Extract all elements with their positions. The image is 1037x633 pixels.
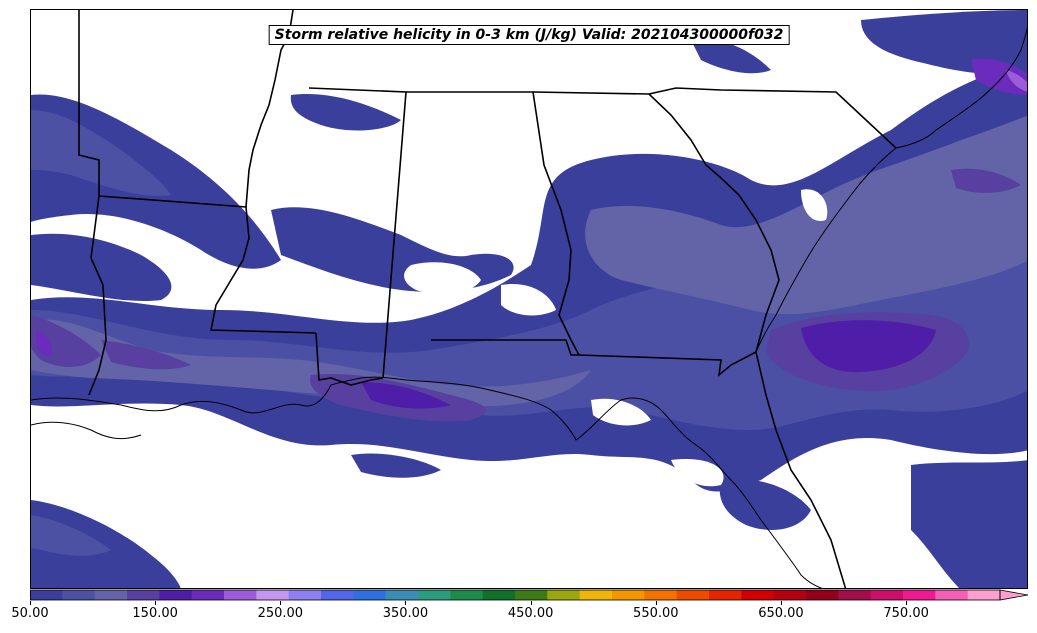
colorbar-segment [773, 590, 807, 600]
colorbar-segment [224, 590, 257, 600]
colorbar-segment [30, 590, 63, 600]
colorbar-tick-mark [30, 601, 31, 605]
colorbar-tick-label: 150.00 [132, 606, 178, 621]
colorbar-tick-label: 650.00 [758, 606, 804, 621]
colorbar-segment [935, 590, 969, 600]
colorbar-segment [515, 590, 548, 600]
colorbar-segment [450, 590, 484, 600]
colorbar-tick-mark [655, 601, 657, 605]
colorbar-segment [288, 590, 322, 600]
colorbar-tick-mark [405, 601, 407, 605]
colorbar-segment [612, 590, 645, 600]
colorbar-segment [741, 590, 775, 600]
colorbar-segment [644, 590, 678, 600]
colorbar-tick-label: 250.00 [257, 606, 304, 621]
colorbar-segment [418, 590, 451, 600]
colorbar-segment [547, 590, 581, 600]
colorbar-segment [967, 590, 1001, 600]
colorbar-tick-mark [155, 601, 157, 605]
colorbar-segment [62, 590, 96, 600]
colorbar-tick-mark [906, 601, 908, 605]
colorbar-segment [838, 590, 872, 600]
colorbar-segment [127, 590, 160, 600]
colorbar-tick-label: 50.00 [11, 606, 49, 621]
colorbar-tick-mark [530, 601, 532, 605]
colorbar-tick-label: 350.00 [382, 606, 429, 621]
colorbar [30, 589, 1029, 601]
coastline [31, 26, 1027, 588]
colorbar-segment [676, 590, 710, 600]
colorbar-segment [709, 590, 742, 600]
colorbar-segment [256, 590, 290, 600]
map-panel: Storm relative helicity in 0-3 km (J/kg)… [30, 9, 1028, 589]
colorbar-segment [321, 590, 354, 600]
colorbar-segment [903, 590, 936, 600]
colorbar-segment [94, 590, 128, 600]
helicity-map [31, 10, 1027, 588]
colorbar-segment [353, 590, 387, 600]
colorbar-segment [482, 590, 516, 600]
colorbar-segment [579, 590, 613, 600]
colorbar-segment [159, 590, 193, 600]
map-title: Storm relative helicity in 0-3 km (J/kg)… [268, 25, 790, 45]
colorbar-segment [385, 590, 419, 600]
colorbar-tick-label: 550.00 [633, 606, 679, 621]
colorbar-extend-arrow [999, 589, 1029, 601]
colorbar-tick-mark [780, 601, 782, 605]
colorbar-tick-label: 450.00 [507, 606, 554, 621]
colorbar-segment [806, 590, 839, 600]
colorbar-tick-mark [280, 601, 282, 605]
colorbar-segment [870, 590, 904, 600]
colorbar-tick-label: 750.00 [883, 606, 929, 621]
state-boundaries [78, 10, 897, 588]
helicity-contours [31, 10, 1027, 588]
colorbar-outline [30, 589, 1001, 601]
colorbar-segment [191, 590, 225, 600]
